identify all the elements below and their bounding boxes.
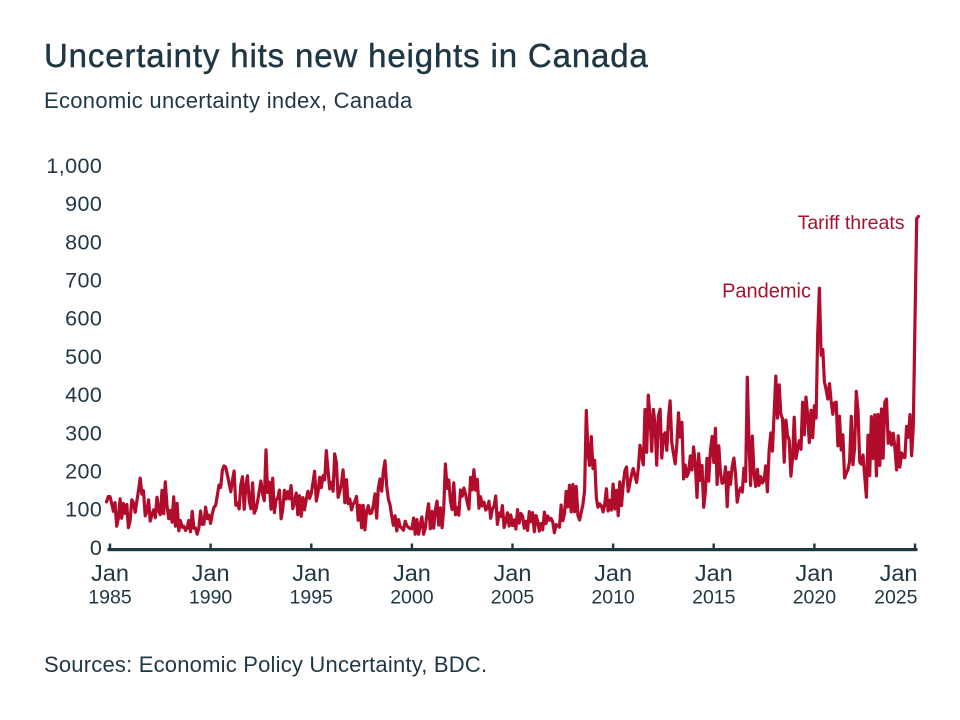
svg-text:2025: 2025 xyxy=(874,587,918,609)
svg-text:800: 800 xyxy=(65,230,102,254)
svg-text:300: 300 xyxy=(65,421,102,445)
svg-text:2005: 2005 xyxy=(491,587,535,609)
svg-text:600: 600 xyxy=(65,307,102,331)
svg-text:400: 400 xyxy=(65,383,102,407)
svg-text:Jan: Jan xyxy=(91,560,129,586)
svg-text:0: 0 xyxy=(90,536,102,560)
svg-text:Jan: Jan xyxy=(594,560,632,586)
svg-text:Jan: Jan xyxy=(494,560,532,586)
svg-text:Sources: Economic Policy Uncer: Sources: Economic Policy Uncertainty, BD… xyxy=(44,652,487,677)
svg-text:700: 700 xyxy=(65,269,102,293)
svg-text:200: 200 xyxy=(65,460,102,484)
svg-text:2015: 2015 xyxy=(692,587,736,609)
svg-text:Jan: Jan xyxy=(880,560,918,586)
svg-text:1990: 1990 xyxy=(189,587,233,609)
svg-text:Tariff threats: Tariff threats xyxy=(798,212,905,234)
svg-text:2000: 2000 xyxy=(390,587,434,609)
svg-text:2010: 2010 xyxy=(591,587,635,609)
svg-text:2020: 2020 xyxy=(793,587,837,609)
svg-text:100: 100 xyxy=(65,498,102,522)
svg-text:1985: 1985 xyxy=(88,587,132,609)
svg-text:Jan: Jan xyxy=(795,560,833,586)
svg-text:900: 900 xyxy=(65,192,102,216)
svg-text:Pandemic: Pandemic xyxy=(722,281,811,303)
svg-text:Uncertainty hits new heights i: Uncertainty hits new heights in Canada xyxy=(44,37,649,74)
svg-text:1995: 1995 xyxy=(290,587,334,609)
svg-text:Economic uncertainty index, Ca: Economic uncertainty index, Canada xyxy=(44,88,413,113)
svg-text:1,000: 1,000 xyxy=(46,154,102,178)
svg-text:Jan: Jan xyxy=(292,560,330,586)
svg-text:Jan: Jan xyxy=(192,560,230,586)
svg-text:500: 500 xyxy=(65,345,102,369)
svg-text:Jan: Jan xyxy=(695,560,733,586)
svg-text:Jan: Jan xyxy=(393,560,431,586)
